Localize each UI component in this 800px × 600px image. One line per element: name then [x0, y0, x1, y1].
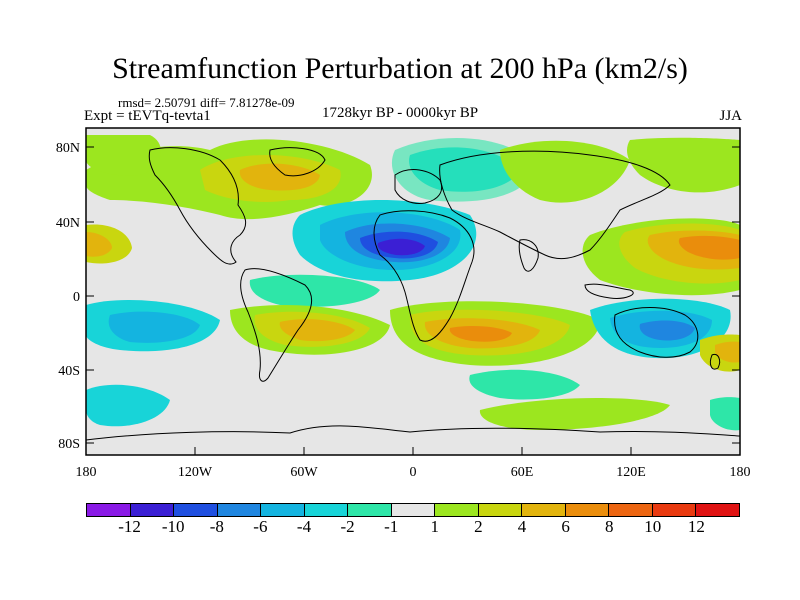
contour-pos2-far-north: [627, 137, 740, 193]
lon-axis: 180 120W 60W 0 60E 120E 180: [76, 465, 751, 480]
colorbar-box: [522, 504, 566, 516]
contour-pos2-pacific: [86, 135, 161, 176]
colorbar-box: [217, 504, 262, 516]
lat-label: 40N: [56, 216, 80, 231]
lat-label: 80N: [56, 141, 80, 156]
lon-label: 180: [76, 465, 97, 480]
lat-label: 0: [73, 290, 80, 305]
colorbar-label: -8: [209, 517, 224, 536]
coast-india: [518, 239, 539, 272]
experiment-label: Expt = tEVTq-tevta1: [84, 108, 211, 124]
contour-pos6-satl: [279, 319, 355, 342]
colorbar-label: 12: [687, 517, 705, 536]
coastlines: [86, 147, 740, 441]
coast-greenland: [269, 147, 326, 177]
colorbar-box: [609, 504, 653, 516]
contour-neg1-southeast: [710, 397, 740, 431]
contour-pos8-sind: [449, 325, 512, 342]
contour-pos2-southern: [479, 398, 670, 430]
tick-marks: [85, 146, 741, 455]
contour-pos8-wpac: [678, 235, 740, 260]
coast-asia: [439, 150, 671, 260]
lat-label: 40S: [58, 364, 80, 379]
coast-indonesia: [584, 283, 634, 299]
contour-pos6-180s: [715, 341, 740, 363]
colorbar-box: [565, 504, 610, 516]
lon-label: 120E: [616, 465, 646, 480]
colorbar-label: -6: [253, 517, 268, 536]
contour-neg4-southpac: [108, 311, 200, 343]
contour-neg1-southern: [469, 369, 580, 400]
lon-label: 0: [410, 465, 417, 480]
coast-europe: [394, 169, 443, 204]
contour-neg1-sa: [249, 274, 380, 307]
colorbar-box: [391, 504, 436, 516]
stats-text: rmsd= 2.50791 diff= 7.81278e-09: [118, 95, 295, 110]
colorbar-label: 10: [644, 517, 662, 536]
colorbar-label: 6: [561, 517, 570, 536]
colorbar-label: 4: [517, 517, 527, 536]
colorbar-label: -12: [118, 517, 141, 536]
colorbar-label: -4: [296, 517, 312, 536]
contour-neg10-atlantic: [377, 238, 425, 256]
lon-label: 60E: [511, 465, 534, 480]
contour-neg1-arctic: [391, 138, 535, 202]
colorbar-box: [130, 504, 175, 516]
colorbar-box: [304, 504, 349, 516]
lat-label: 80S: [58, 437, 80, 452]
coast-australia: [614, 307, 699, 358]
lon-label: 180: [730, 465, 751, 480]
colorbar-label: 1: [430, 517, 440, 536]
coast-north-america: [148, 147, 247, 265]
contour-pos6-westedge: [86, 232, 112, 257]
contour-pos6-na: [239, 163, 320, 191]
season-label: JJA: [719, 108, 742, 124]
colorbar-label: -1: [384, 517, 399, 536]
plot-title: Streamfunction Perturbation at 200 hPa (…: [112, 52, 688, 85]
coast-antarctica: [86, 425, 740, 441]
contour-field: [86, 128, 740, 455]
colorbar-box: [87, 504, 131, 516]
colorbar-box: [478, 504, 523, 516]
coast-nz: [709, 353, 721, 370]
colorbar-box: [652, 504, 697, 516]
period-label: 1728kyr BP - 0000kyr BP: [322, 105, 479, 121]
colorbar-box: [696, 504, 739, 516]
lat-axis: 80N 40N 0 40S 80S: [56, 141, 80, 452]
colorbar-box: [174, 504, 218, 516]
colorbar-box: [261, 504, 305, 516]
lon-label: 120W: [178, 465, 213, 480]
colorbar: [86, 503, 740, 517]
colorbar-label: 2: [474, 517, 483, 536]
contour-neg6-aus: [639, 320, 695, 341]
contour-neg2-southern: [86, 384, 170, 427]
colorbar-label: -2: [340, 517, 355, 536]
colorbar-box: [348, 504, 392, 516]
colorbar-box: [435, 504, 479, 516]
colorbar-label: 8: [604, 517, 614, 536]
coast-south-america: [240, 268, 313, 382]
lon-label: 60W: [290, 465, 318, 480]
colorbar-label: -10: [161, 517, 185, 536]
coast-africa: [373, 210, 475, 342]
